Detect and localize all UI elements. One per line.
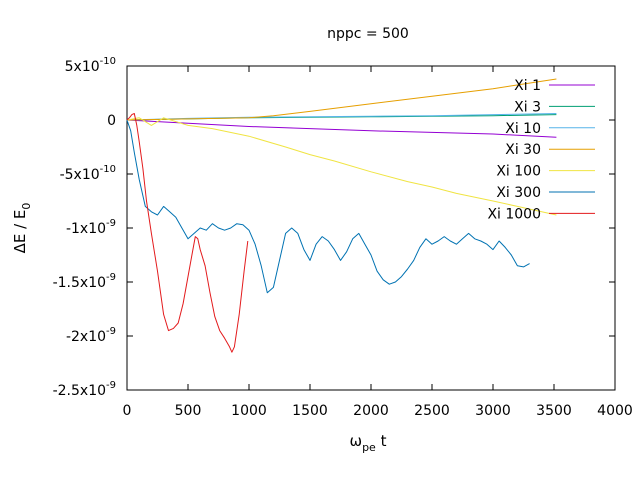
- x-tick-label: 1000: [231, 403, 267, 419]
- y-tick-label: -1x10-9: [66, 218, 116, 237]
- series-line-xi-1000: [126, 113, 249, 353]
- y-tick-label: -1.5x10-9: [53, 272, 116, 291]
- x-tick-label: 0: [123, 403, 132, 419]
- series-line-xi-30: [126, 78, 557, 121]
- x-tick-label: 4000: [597, 403, 633, 419]
- series-line-xi-1: [126, 119, 557, 138]
- ticks-layer: 0 500 1000 1500 2000 2500 3000 3500 40005x10-100…: [53, 56, 633, 419]
- series-line-xi-100: [126, 117, 557, 216]
- y-tick-exponent: -9: [106, 380, 116, 391]
- legend: Xi 1 Xi 3 Xi 10 Xi 30 Xi 100 Xi 300 Xi 1000: [487, 78, 595, 222]
- legend-label: Xi 1000: [487, 206, 541, 222]
- x-tick-label: 3000: [475, 403, 511, 419]
- x-tick-label: 3500: [536, 403, 572, 419]
- series-layer: [126, 78, 557, 353]
- y-tick-exponent: -9: [106, 326, 116, 337]
- chart-title: nppc = 500: [327, 26, 409, 42]
- y-tick-mantissa: -2x10: [66, 329, 106, 345]
- legend-label: Xi 300: [496, 185, 541, 201]
- y-tick-mantissa: -1x10: [66, 221, 106, 237]
- y-axis-label-sub: 0: [20, 203, 33, 210]
- y-tick-mantissa: 5x10: [65, 59, 100, 75]
- y-tick-label: 0: [107, 113, 116, 129]
- y-tick-exponent: -10: [100, 164, 116, 175]
- series-line-xi-300: [126, 119, 530, 294]
- y-tick-label: -2.5x10-9: [53, 380, 116, 399]
- y-tick-exponent: -10: [100, 56, 116, 67]
- x-axis-label-sub: pe: [362, 441, 376, 454]
- y-tick-mantissa: -1.5x10: [53, 275, 106, 291]
- y-tick-exponent: -9: [106, 218, 116, 229]
- y-tick-mantissa: 0: [107, 113, 116, 129]
- x-axis-label-tail: t: [376, 432, 387, 450]
- legend-label: Xi 3: [514, 99, 541, 115]
- x-axis-label: ωpe t: [350, 432, 387, 454]
- y-tick-exponent: -9: [106, 272, 116, 283]
- legend-label: Xi 100: [496, 164, 541, 180]
- legend-label: Xi 1: [514, 78, 541, 94]
- x-tick-label: 2000: [353, 403, 389, 419]
- x-axis-label-main: ω: [350, 432, 363, 450]
- x-tick-label: 500: [175, 403, 202, 419]
- legend-label: Xi 10: [505, 121, 541, 137]
- x-tick-label: 2500: [414, 403, 450, 419]
- y-tick-mantissa: -2.5x10: [53, 383, 106, 399]
- y-axis-label: ΔE / E0: [11, 203, 33, 254]
- y-axis-label-main: ΔE / E: [11, 210, 29, 254]
- y-tick-label: -5x10-10: [60, 164, 116, 183]
- y-tick-label: -2x10-9: [66, 326, 116, 345]
- x-tick-label: 1500: [292, 403, 328, 419]
- y-tick-mantissa: -5x10: [60, 167, 100, 183]
- legend-label: Xi 30: [505, 142, 541, 158]
- y-tick-label: 5x10-10: [65, 56, 116, 75]
